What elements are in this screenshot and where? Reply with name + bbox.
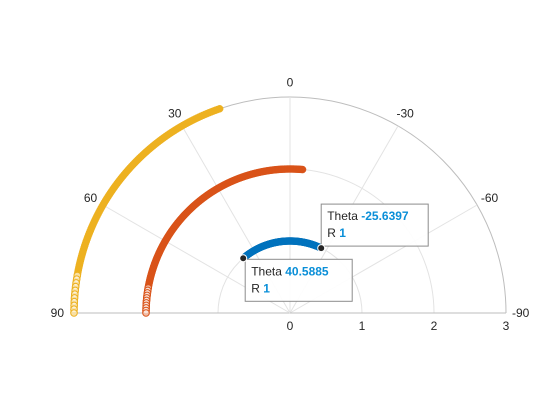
- datatip-theta-value: -25.6397: [361, 209, 409, 223]
- theta-tick-label: 30: [168, 107, 182, 121]
- r-tick-label: 0: [287, 319, 294, 333]
- datatip-theta: Theta 40.5885: [251, 264, 329, 278]
- datatip-r-label: R: [327, 226, 339, 240]
- datatip-r-value: 1: [339, 226, 346, 240]
- datatip-theta-label: Theta: [327, 209, 361, 223]
- theta-tick-label: 90: [51, 306, 65, 320]
- datatip-r-value: 1: [263, 281, 270, 295]
- datatip-r: R 1: [251, 281, 270, 295]
- datatip-theta-value: 40.5885: [285, 264, 329, 278]
- theta-tick-label: -30: [397, 107, 415, 121]
- datatip-theta-label: Theta: [251, 264, 285, 278]
- data-point: [142, 309, 150, 317]
- datatip-box: [244, 258, 353, 302]
- theta-tick-label: 60: [84, 191, 98, 205]
- series-1: [239, 237, 325, 262]
- series-3: [70, 105, 224, 317]
- r-tick-labels: 0 1 2 3: [287, 319, 510, 333]
- datatip-marker: [317, 244, 326, 253]
- datatip-theta: Theta -25.6397: [327, 209, 409, 223]
- datatip-marker: [239, 254, 248, 263]
- r-tick-label: 3: [503, 319, 510, 333]
- r-tick-label: 1: [359, 319, 366, 333]
- datatip[interactable]: Theta -25.6397 R 1: [317, 203, 429, 253]
- datatip-r-label: R: [251, 281, 263, 295]
- theta-tick-label: 0: [287, 76, 294, 90]
- data-point: [70, 309, 78, 317]
- r-tick-label: 2: [431, 319, 438, 333]
- theta-tick-label: -90: [512, 306, 530, 320]
- theta-tick-label: -60: [481, 191, 499, 205]
- datatips: Theta -25.6397 R 1 Theta 40.5885 R 1: [239, 203, 429, 302]
- series-2: [142, 165, 307, 317]
- datatip[interactable]: Theta 40.5885 R 1: [239, 254, 353, 302]
- datatip-r: R 1: [327, 226, 346, 240]
- theta-tick-labels: 90 60 30 0 -30 -60 -90: [51, 76, 530, 320]
- datatip-box: [320, 203, 429, 247]
